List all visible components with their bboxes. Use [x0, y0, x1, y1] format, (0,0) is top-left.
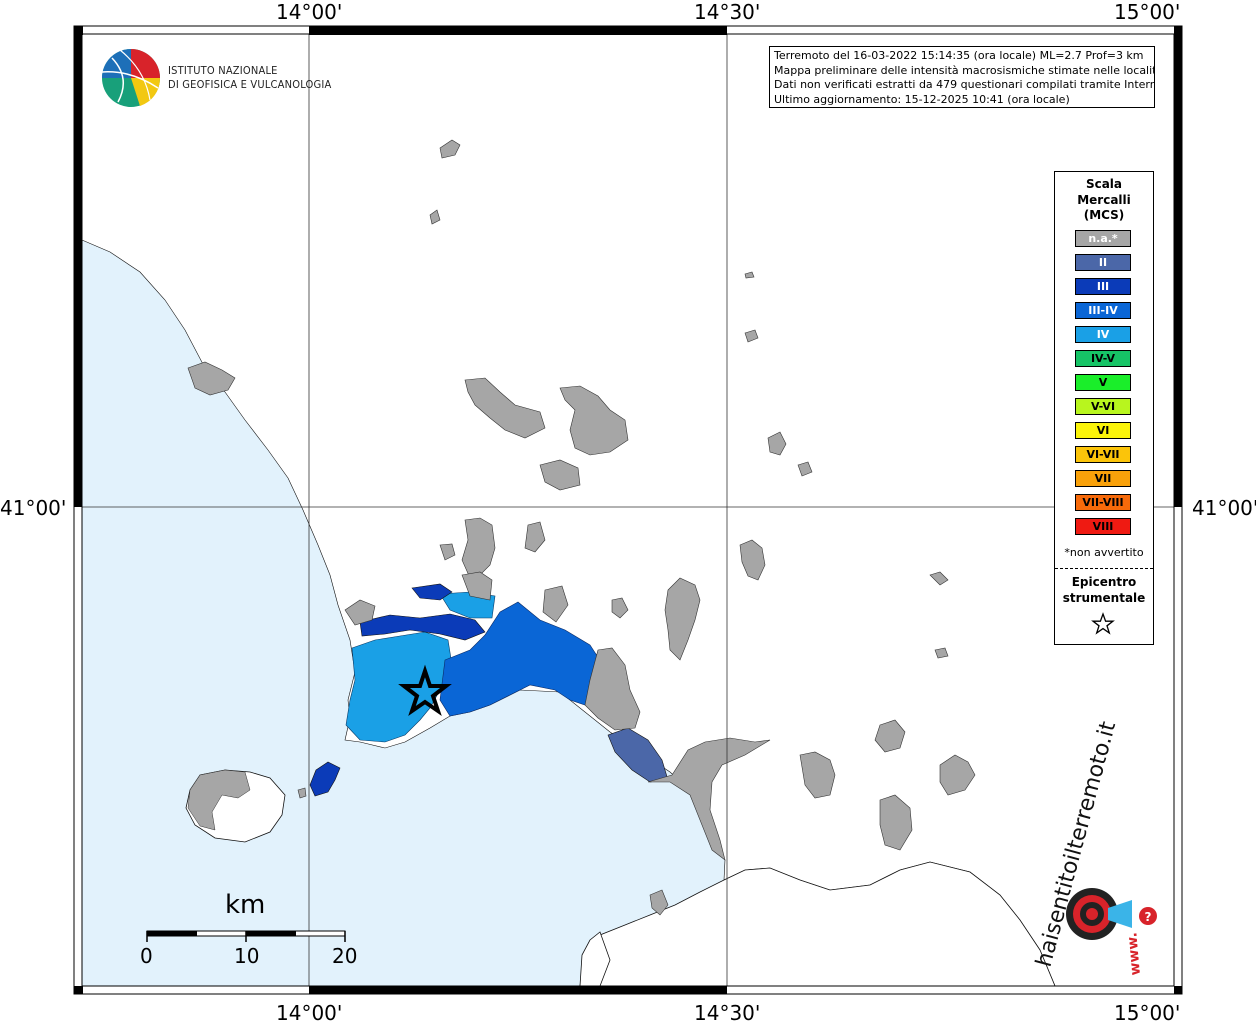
legend-title-line2: Mercalli	[1077, 192, 1131, 207]
legend-item: V	[1075, 374, 1131, 391]
legend-item: IV	[1075, 326, 1131, 343]
haisentito-www: www.	[1124, 932, 1144, 976]
legend-item: VI-VII	[1075, 446, 1131, 463]
legend-title: Scala Mercalli (MCS)	[1055, 177, 1153, 224]
coord-top-15-00: 15°00'	[1114, 0, 1181, 24]
coord-top-14-00: 14°00'	[276, 0, 343, 24]
legend-item: n.a.*	[1075, 230, 1131, 247]
legend-item: IV-V	[1075, 350, 1131, 367]
event-info-line4: Ultimo aggiornamento: 15-12-2025 10:41 (…	[774, 92, 1070, 106]
area-intensity-iv	[345, 631, 453, 743]
scale-tick-20: 20	[332, 944, 358, 968]
scale-bar	[146, 930, 346, 942]
coord-bottom-14-30: 14°30'	[694, 1001, 761, 1025]
legend-title-line3: (MCS)	[1083, 208, 1125, 222]
scale-tick-0: 0	[140, 944, 153, 968]
legend-item: VI	[1075, 422, 1131, 439]
epicenter-star	[398, 664, 452, 717]
legend-item: VII-VIII	[1075, 494, 1131, 511]
legend-item: III	[1075, 278, 1131, 295]
legend-epicenter-label: Epicentro strumentale	[1055, 574, 1153, 606]
legend-item: V-VI	[1075, 398, 1131, 415]
scale-unit: km	[225, 890, 266, 920]
svg-text:?: ?	[1145, 910, 1152, 924]
event-info-line1: Terremoto del 16-03-2022 15:14:35 (ora l…	[774, 49, 1144, 62]
event-info-line3: Dati non verificati estratti da 479 ques…	[774, 78, 1155, 91]
legend-note: *non avvertito	[1064, 546, 1144, 559]
procida-iii	[309, 761, 341, 797]
area-intensity-iii	[359, 613, 486, 641]
coord-right-41-00: 41°00'	[1192, 496, 1256, 520]
legend-separator	[1055, 568, 1153, 569]
scale-tick-10: 10	[234, 944, 260, 968]
area-intensity-iii-north	[411, 583, 453, 601]
legend-item: II	[1075, 254, 1131, 271]
mcs-legend: Scala Mercalli (MCS) n.a.* II III III-IV IV I…	[1054, 171, 1154, 645]
coord-top-14-30: 14°30'	[694, 0, 761, 24]
coord-bottom-15-00: 15°00'	[1114, 1001, 1181, 1025]
graticule	[82, 34, 1174, 986]
ingv-name: ISTITUTO NAZIONALE DI GEOFISICA E VULCAN…	[168, 64, 331, 92]
coord-left-41-00: 41°00'	[0, 496, 67, 520]
legend-epicenter-line2: strumentale	[1062, 591, 1146, 605]
haisentito-logo: ?	[1066, 888, 1157, 940]
star-icon	[1091, 612, 1115, 635]
legend-item: VIII	[1075, 518, 1131, 535]
event-info-box: Terremoto del 16-03-2022 15:14:35 (ora l…	[769, 46, 1155, 108]
ingv-globe-logo	[101, 49, 161, 107]
legend-item: III-IV	[1075, 302, 1131, 319]
legend-title-line1: Scala	[1085, 177, 1123, 191]
legend-item: VII	[1075, 470, 1131, 487]
ingv-name-line2: DI GEOFISICA E VULCANOLOGIA	[168, 78, 332, 91]
legend-epicenter-line1: Epicentro	[1071, 575, 1137, 589]
areas-not-felt	[187, 139, 976, 916]
ischia-na	[187, 769, 251, 831]
event-info-line2: Mappa preliminare delle intensità macros…	[774, 63, 1155, 77]
sorrento-peninsula	[579, 861, 1056, 987]
map-frame	[73, 25, 1183, 995]
coord-bottom-14-00: 14°00'	[276, 1001, 343, 1025]
ingv-name-line1: ISTITUTO NAZIONALE	[168, 64, 278, 77]
